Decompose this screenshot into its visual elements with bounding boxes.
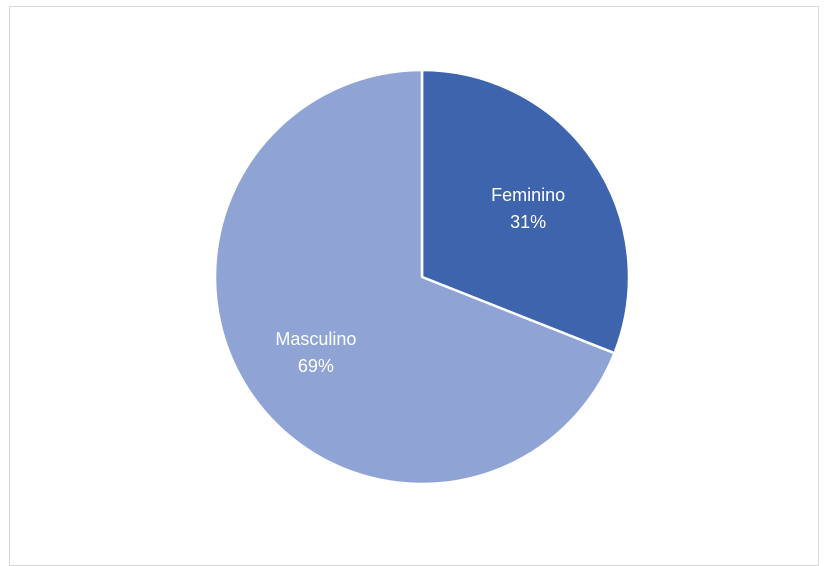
data-label-masculino: Masculino 69% (275, 329, 356, 376)
pie-slices (213, 68, 631, 486)
pie-slice-feminino (420, 68, 631, 355)
pie-chart: Feminino 31% Masculino 69% (213, 68, 631, 486)
data-label-category: Masculino (275, 329, 356, 349)
data-label-percent: 31% (510, 212, 546, 232)
data-label-category: Feminino (491, 185, 565, 205)
slice-labels: Feminino 31% Masculino 69% (275, 185, 565, 376)
pie-slice-masculino (213, 68, 616, 486)
data-label-percent: 69% (298, 356, 334, 376)
data-label-feminino: Feminino 31% (491, 185, 565, 232)
